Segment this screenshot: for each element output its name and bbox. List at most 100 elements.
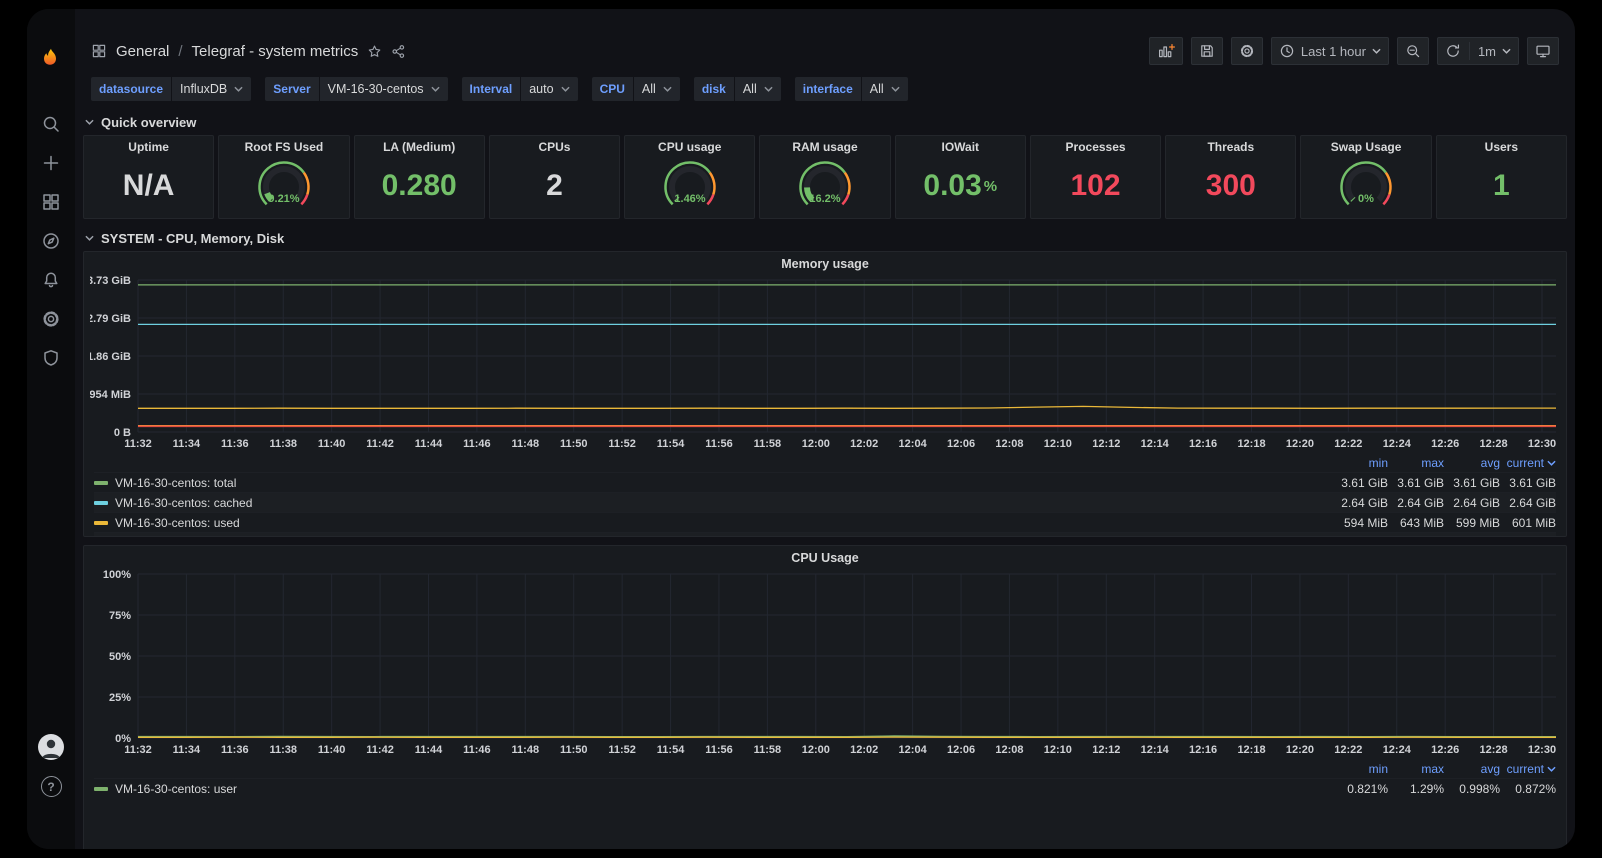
gauge-value-arc <box>673 196 680 202</box>
panel-title[interactable]: CPU Usage <box>791 551 859 565</box>
kiosk-tv-button[interactable] <box>1527 37 1559 65</box>
legend-series-name[interactable]: VM-16-30-centos: buffered <box>115 536 1332 537</box>
panel-title[interactable]: Memory usage <box>781 257 869 271</box>
legend-column-avg[interactable]: avg <box>1480 762 1500 776</box>
panel-title[interactable]: Processes <box>1065 140 1126 154</box>
sidebar: ? <box>27 9 75 849</box>
x-tick-label: 12:06 <box>947 438 975 450</box>
legend-series-name[interactable]: VM-16-30-centos: cached <box>115 495 253 510</box>
series-color-dash[interactable] <box>94 520 108 525</box>
y-tick-label: 1.86 GiB <box>90 351 131 363</box>
panel-title[interactable]: CPUs <box>538 140 571 154</box>
panel-title[interactable]: CPU usage <box>658 140 722 154</box>
explore-compass-icon[interactable] <box>40 230 62 252</box>
apps-grid-icon <box>91 43 107 59</box>
panel-title[interactable]: Threads <box>1207 140 1255 154</box>
panel-title[interactable]: Users <box>1484 140 1519 154</box>
x-tick-label: 11:50 <box>560 438 588 450</box>
stat-panels-row: Uptime N/A Root FS Used 9.21% LA (Medium) 0.2… <box>83 135 1567 219</box>
x-tick-label: 12:16 <box>1189 438 1217 450</box>
configuration-gear-icon[interactable] <box>40 308 62 330</box>
variable-value-dropdown[interactable]: All <box>734 77 781 101</box>
legend-column-min[interactable]: min <box>1368 762 1388 776</box>
legend-series-name[interactable]: VM-16-30-centos: total <box>115 475 237 490</box>
variable-value-dropdown[interactable]: All <box>633 77 680 101</box>
gauge-value-arc <box>1350 197 1356 202</box>
refresh-picker[interactable]: 1m <box>1436 37 1519 65</box>
stat-panel-processes: Processes 102 <box>1029 135 1162 219</box>
x-tick-label: 11:34 <box>173 744 201 756</box>
server-admin-shield-icon[interactable] <box>40 347 62 369</box>
panel-title[interactable]: Root FS Used <box>244 140 324 154</box>
breadcrumb: General / Telegraf - system metrics <box>91 43 406 60</box>
panel-title[interactable]: Swap Usage <box>1330 140 1402 154</box>
dashboard-settings-button[interactable] <box>1230 37 1263 65</box>
star-icon[interactable] <box>367 44 382 59</box>
gauge-value: 16.2% <box>809 193 840 205</box>
zoom-out-button[interactable] <box>1396 37 1429 65</box>
variable-value-dropdown[interactable]: All <box>861 77 908 101</box>
legend-series-name[interactable]: VM-16-30-centos: used <box>115 515 240 530</box>
sort-caret-icon <box>1547 460 1556 466</box>
user-avatar[interactable] <box>38 734 64 760</box>
template-variables-row: datasource InfluxDB Server VM-16-30-centos I… <box>75 71 1575 109</box>
panel-title[interactable]: RAM usage <box>792 140 858 154</box>
alerting-bell-icon[interactable] <box>40 269 62 291</box>
variable-value: VM-16-30-centos <box>327 82 424 96</box>
chevron-down-icon <box>663 86 672 92</box>
create-plus-icon[interactable] <box>40 152 62 174</box>
legend-column-max[interactable]: max <box>1421 762 1444 776</box>
search-icon[interactable] <box>40 113 62 135</box>
legend-value-avg: 3.61 GiB <box>1453 475 1500 490</box>
series-color-dash[interactable] <box>94 480 108 485</box>
gauge: 16.2% <box>799 161 851 206</box>
refresh-icon[interactable] <box>1445 43 1461 59</box>
add-panel-button[interactable] <box>1148 37 1183 65</box>
legend-series-name[interactable]: VM-16-30-centos: user <box>115 781 238 796</box>
variable-value-dropdown[interactable]: VM-16-30-centos <box>319 77 448 101</box>
row-system[interactable]: SYSTEM - CPU, Memory, Disk <box>83 225 1567 251</box>
legend-value-max: 3.61 GiB <box>1397 475 1444 490</box>
legend-value-max: 1.29% <box>1409 781 1444 796</box>
panel-title[interactable]: Uptime <box>128 140 169 154</box>
legend-header: min max avg current <box>94 454 1556 472</box>
legend-column-current[interactable]: current <box>1500 762 1556 776</box>
stat-value: 102 <box>1070 169 1121 202</box>
x-tick-label: 11:44 <box>415 744 443 756</box>
row-quick-overview[interactable]: Quick overview <box>83 109 1567 135</box>
save-dashboard-button[interactable] <box>1190 37 1223 65</box>
variable-value-dropdown[interactable]: InfluxDB <box>172 77 252 101</box>
x-tick-label: 12:10 <box>1044 438 1072 450</box>
series-line-vm-16-30-centos-user <box>138 735 1557 738</box>
x-tick-label: 12:16 <box>1189 744 1217 756</box>
variable-value-dropdown[interactable]: auto <box>521 77 578 101</box>
x-tick-label: 11:38 <box>269 744 297 756</box>
series-color-dash[interactable] <box>94 500 108 505</box>
panel-title[interactable]: LA (Medium) <box>383 140 456 154</box>
x-tick-label: 11:40 <box>318 744 346 756</box>
legend-value-avg: 0.998% <box>1459 781 1500 796</box>
x-tick-label: 11:56 <box>705 438 733 450</box>
share-icon[interactable] <box>391 44 406 59</box>
legend-column-min[interactable]: min <box>1368 456 1388 470</box>
time-range-picker[interactable]: Last 1 hour <box>1270 37 1389 65</box>
legend-column-current[interactable]: current <box>1500 456 1556 470</box>
help-icon[interactable]: ? <box>40 776 62 797</box>
stat-value: 0.03 <box>923 169 982 202</box>
chart-canvas: 11:32 11:34 11:36 11:38 11:40 11:42 11:44 11:46… <box>103 569 1557 756</box>
x-tick-label: 12:12 <box>1092 438 1120 450</box>
legend-column-avg[interactable]: avg <box>1480 456 1500 470</box>
gauge-threshold-arc <box>1340 161 1387 206</box>
x-tick-label: 12:22 <box>1334 438 1362 450</box>
grafana-logo[interactable] <box>38 47 64 73</box>
series-color-dash[interactable] <box>94 786 108 791</box>
gauge-threshold-arc <box>843 171 851 195</box>
legend-value-max: 158 MiB <box>1388 536 1444 537</box>
dashboards-grid-icon[interactable] <box>40 191 62 213</box>
stat-panel-root-fs-used: Root FS Used 9.21% <box>218 135 350 219</box>
panel-title[interactable]: IOWait <box>941 140 980 154</box>
gauge: 1.46% <box>663 161 716 206</box>
legend-column-max[interactable]: max <box>1421 456 1444 470</box>
stat-value: 0.280 <box>381 169 457 202</box>
variable-datasource: datasource InfluxDB <box>91 77 252 101</box>
